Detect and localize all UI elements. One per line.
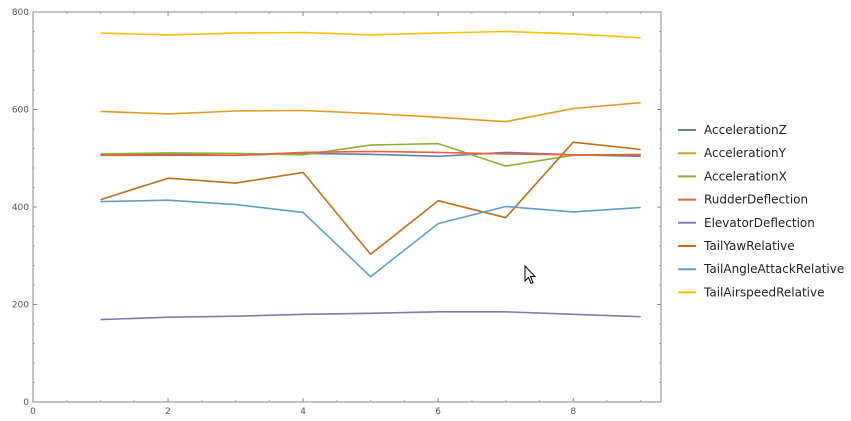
legend: AccelerationZ AccelerationY AccelerationX R… <box>678 123 844 299</box>
x-tick-label: 8 <box>570 407 576 417</box>
x-tick-label: 2 <box>165 407 171 417</box>
y-tick-label: 0 <box>23 398 29 408</box>
series-line-rudder-deflection <box>100 150 641 157</box>
series-line-elevator-deflection <box>100 310 641 321</box>
legend-label: AccelerationX <box>704 169 787 183</box>
legend-label: ElevatorDeflection <box>704 216 815 230</box>
y-tick-label: 600 <box>12 106 29 116</box>
plot-frame <box>32 11 662 403</box>
legend-item-tail-airspeed-relative: TailAirspeedRelative <box>678 285 825 299</box>
legend-label: AccelerationY <box>704 146 787 160</box>
legend-item-acceleration-z: AccelerationZ <box>678 123 787 137</box>
axes: 0 2 4 6 8 0 200 400 600 800 <box>12 8 662 417</box>
y-tick-label: 200 <box>12 301 29 311</box>
legend-item-acceleration-x: AccelerationX <box>678 169 787 183</box>
series-line-acceleration-y <box>100 101 641 123</box>
mouse-cursor-icon <box>524 264 537 285</box>
series-line-tail-airspeed-relative <box>100 30 641 39</box>
series-line-acceleration-x <box>100 142 641 167</box>
legend-item-acceleration-y: AccelerationY <box>678 146 787 160</box>
legend-item-tail-yaw-relative: TailYawRelative <box>678 239 795 253</box>
legend-label: AccelerationZ <box>704 123 787 137</box>
series-lines <box>100 30 641 321</box>
legend-label: RudderDeflection <box>704 193 808 207</box>
legend-label: TailAirspeedRelative <box>703 285 825 299</box>
y-tick-label: 800 <box>12 8 29 18</box>
legend-label: TailAngleAttackRelative <box>703 262 844 276</box>
x-tick-label: 4 <box>300 407 306 417</box>
series-line-tail-angle-attack-relative <box>100 199 641 278</box>
legend-item-tail-angle-attack-relative: TailAngleAttackRelative <box>678 262 844 276</box>
y-tick-label: 400 <box>12 203 29 213</box>
legend-label: TailYawRelative <box>703 239 795 253</box>
x-tick-label: 6 <box>435 407 441 417</box>
series-line-tail-yaw-relative <box>100 141 641 256</box>
x-tick-label: 0 <box>30 407 36 417</box>
legend-item-elevator-deflection: ElevatorDeflection <box>678 216 815 230</box>
legend-item-rudder-deflection: RudderDeflection <box>678 193 808 207</box>
